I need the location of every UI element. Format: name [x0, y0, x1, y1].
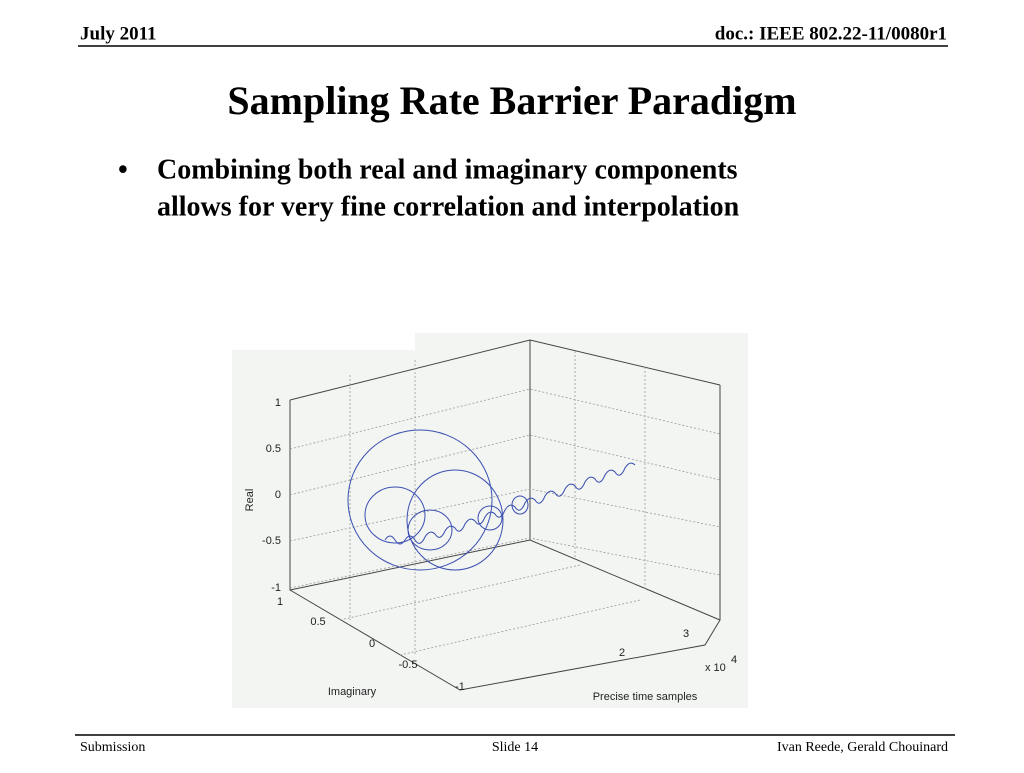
slide-title: Sampling Rate Barrier Paradigm [227, 78, 796, 123]
bullet-text: allows for very fine correlation and int… [157, 191, 740, 222]
time-multiplier: x 10 [705, 662, 726, 674]
real-tick: 1 [275, 397, 281, 409]
footer-left: Submission [80, 740, 145, 755]
figure-background [415, 333, 748, 353]
real-tick: -1 [271, 582, 281, 594]
figure: 1 0.5 0 -0.5 -1 Real 1 0.5 0 -0.5 -1 Ima… [232, 333, 748, 708]
footer-center: Slide 14 [492, 740, 538, 755]
real-axis-label: Real [244, 489, 256, 512]
plot-box [289, 339, 721, 691]
header-doc-id: doc.: IEEE 802.22-11/0080r1 [715, 23, 947, 44]
real-tick: 0.5 [266, 443, 281, 455]
imaginary-tick: 1 [277, 596, 283, 608]
time-axis-label: Precise time samples [593, 691, 698, 703]
time-tick: 2 [619, 647, 625, 659]
imaginary-tick: 0 [369, 638, 375, 650]
real-tick: -0.5 [262, 535, 281, 547]
signal-trace [347, 429, 636, 571]
imaginary-tick: 0.5 [310, 616, 325, 628]
footer-right: Ivan Reede, Gerald Chouinard [777, 740, 948, 755]
imaginary-tick: -0.5 [399, 659, 418, 671]
bullet-mark: • [118, 154, 128, 185]
time-tick: 3 [683, 628, 689, 640]
imaginary-axis-label: Imaginary [328, 686, 377, 698]
grid-lines [289, 351, 721, 656]
figure-background [232, 350, 748, 708]
time-multiplier-exponent: 4 [731, 654, 737, 666]
real-tick: 0 [275, 489, 281, 501]
header-date: July 2011 [80, 23, 157, 44]
bullet-text: Combining both real and imaginary compon… [157, 154, 738, 185]
imaginary-tick: -1 [455, 681, 465, 693]
